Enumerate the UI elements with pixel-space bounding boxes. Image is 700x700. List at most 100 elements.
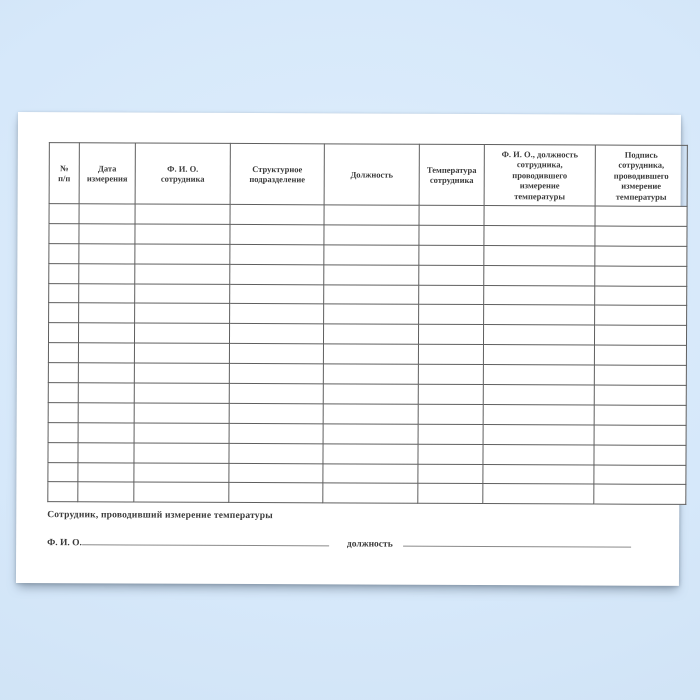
empty-cell [135, 204, 231, 225]
table-row [48, 382, 687, 406]
empty-cell [230, 204, 325, 225]
table-row [48, 422, 687, 446]
empty-cell [78, 362, 135, 384]
empty-cell [134, 323, 230, 344]
empty-cell [134, 243, 230, 265]
empty-cell [322, 483, 418, 504]
empty-cell [47, 462, 78, 483]
empty-cell [78, 243, 135, 264]
empty-cell [594, 225, 688, 247]
empty-cell [417, 463, 483, 485]
empty-cell [48, 303, 79, 324]
empty-cell [78, 382, 135, 403]
table-row [48, 283, 687, 306]
empty-cell [134, 343, 230, 364]
table-row [47, 462, 686, 485]
empty-cell [483, 404, 595, 425]
empty-cell [134, 422, 230, 444]
empty-cell [594, 325, 687, 346]
empty-cell [48, 402, 79, 423]
empty-cell [229, 403, 324, 424]
empty-cell [418, 304, 484, 325]
empty-cell [323, 403, 419, 425]
empty-cell [483, 384, 595, 405]
empty-cell [78, 323, 135, 344]
empty-cell [228, 463, 323, 484]
table-row [48, 243, 687, 267]
table-row [47, 442, 687, 465]
empty-cell [228, 482, 323, 504]
empty-cell [483, 424, 595, 445]
column-header: Должность [324, 143, 420, 206]
empty-cell [418, 264, 484, 286]
empty-cell [134, 363, 230, 384]
table-row [48, 263, 687, 286]
empty-cell [323, 304, 419, 325]
empty-cell [483, 324, 595, 346]
empty-cell [323, 423, 419, 444]
empty-cell [229, 363, 324, 384]
empty-cell [133, 482, 229, 503]
empty-cell [483, 245, 595, 266]
empty-cell [78, 422, 135, 443]
empty-cell [484, 205, 596, 226]
empty-cell [229, 383, 324, 404]
empty-cell [594, 285, 687, 306]
empty-cell [229, 224, 325, 245]
empty-cell [48, 243, 79, 264]
empty-cell [594, 245, 687, 267]
empty-cell [595, 206, 688, 227]
table-body [47, 203, 688, 505]
empty-cell [48, 342, 79, 363]
empty-cell [229, 283, 324, 305]
empty-cell [418, 245, 484, 266]
empty-cell [324, 204, 420, 226]
empty-cell [229, 264, 324, 285]
empty-cell [49, 203, 80, 224]
column-header: Температура сотрудника [419, 144, 485, 206]
table-row [48, 342, 687, 366]
empty-cell [323, 264, 419, 285]
measuring-employee-note: Сотрудник, проводивший измерение темпера… [47, 510, 273, 522]
empty-cell [323, 324, 419, 345]
empty-cell [323, 224, 420, 246]
paper-sheet: № п/п Дата измерения Ф. И. О. сотрудника Ст… [15, 112, 688, 586]
empty-cell [322, 463, 418, 484]
empty-cell [79, 203, 136, 224]
empty-cell [418, 225, 485, 246]
empty-cell [229, 323, 324, 345]
fio-label: Ф. И. О. [47, 538, 82, 549]
empty-cell [48, 223, 80, 244]
table-row [49, 203, 688, 227]
table-row [48, 402, 687, 426]
empty-cell [417, 443, 484, 465]
empty-cell [482, 484, 594, 505]
empty-cell [418, 284, 484, 305]
empty-cell [482, 464, 594, 485]
empty-cell [483, 285, 595, 306]
table-row [48, 362, 687, 386]
column-header: Дата измерения [79, 142, 136, 205]
empty-cell [77, 482, 134, 503]
empty-cell [418, 344, 484, 365]
table-header: № п/п Дата измерения Ф. И. О. сотрудника Ст… [49, 142, 688, 207]
empty-cell [229, 244, 324, 265]
empty-cell [482, 444, 595, 465]
empty-cell [133, 462, 229, 483]
table-row [48, 303, 687, 326]
empty-cell [78, 223, 136, 244]
empty-cell [418, 324, 484, 345]
empty-cell [322, 443, 419, 464]
empty-cell [77, 462, 134, 483]
empty-cell [134, 283, 230, 304]
table-header-row: № п/п Дата измерения Ф. И. О. сотрудника Ст… [49, 142, 688, 207]
empty-cell [594, 365, 687, 386]
position-blank-line [402, 536, 631, 548]
empty-cell [229, 343, 324, 364]
empty-cell [594, 385, 687, 406]
empty-cell [594, 345, 687, 366]
empty-cell [483, 265, 595, 286]
empty-cell [418, 404, 484, 425]
empty-cell [134, 263, 230, 284]
empty-cell [418, 364, 484, 385]
